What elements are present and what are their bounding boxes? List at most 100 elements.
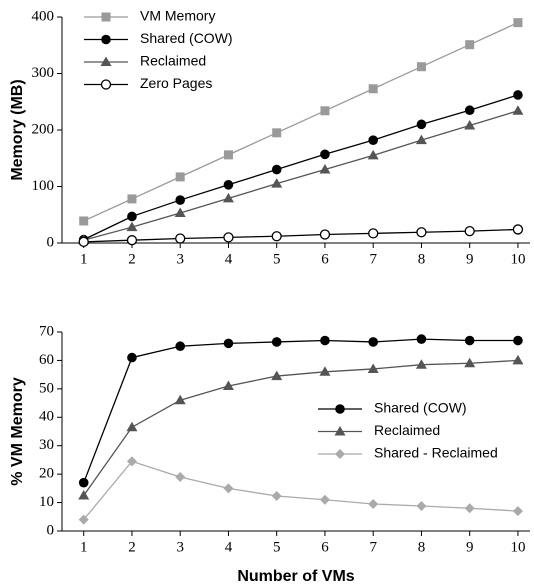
series-line: [83, 228, 518, 243]
x-tick-label: 2: [128, 539, 136, 555]
x-tick-label: 9: [466, 251, 474, 267]
series-line: [83, 94, 519, 241]
data-point: [319, 229, 331, 240]
y-tick-label: 0: [47, 522, 55, 538]
data-point: [512, 354, 524, 365]
data-point: [416, 227, 427, 238]
legend-label: Reclaimed: [140, 53, 206, 69]
data-point: [415, 134, 427, 145]
data-point: [368, 498, 379, 509]
x-tick-label: 1: [80, 539, 88, 555]
data-point: [319, 366, 331, 376]
data-point: [319, 164, 331, 174]
data-point: [223, 483, 234, 494]
y-tick-label: 20: [39, 466, 54, 482]
x-tick-label: 7: [369, 539, 377, 555]
legend-label: Shared - Reclaimed: [374, 445, 498, 461]
data-point: [78, 514, 89, 525]
data-point: [271, 178, 283, 188]
data-point: [174, 207, 186, 218]
x-tick-label: 3: [176, 539, 184, 555]
x-tick-label: 7: [369, 251, 377, 267]
data-point: [79, 216, 89, 226]
data-point: [320, 149, 330, 160]
data-point: [271, 337, 282, 347]
data-point: [512, 506, 523, 517]
x-tick-label: 2: [128, 251, 136, 267]
legend-label: Shared (COW): [140, 30, 233, 46]
y-tick-label: 30: [39, 437, 54, 453]
data-point: [368, 84, 378, 94]
data-point: [320, 335, 330, 346]
series-line: [83, 359, 518, 496]
data-point: [465, 40, 475, 50]
data-point: [416, 500, 427, 511]
x-tick-label: 9: [466, 539, 474, 555]
data-point: [78, 489, 90, 500]
legend-label: VM Memory: [140, 8, 215, 24]
y-tick-label: 100: [32, 178, 55, 194]
data-point: [416, 334, 427, 344]
data-point: [319, 494, 330, 505]
x-tick-label: 5: [273, 539, 281, 555]
data-point: [127, 194, 137, 204]
data-point: [272, 128, 282, 138]
data-point: [464, 225, 475, 237]
data-point: [464, 105, 475, 116]
x-axis-title: Number of VMs: [237, 568, 354, 585]
x-tick-label: 1: [80, 251, 88, 267]
data-point: [513, 90, 523, 100]
y-tick-label: 70: [39, 323, 54, 339]
data-point: [271, 164, 282, 175]
y-tick-label: 60: [39, 352, 54, 368]
data-point: [320, 106, 330, 116]
data-point: [512, 224, 524, 235]
y-axis-title: % VM Memory: [9, 377, 26, 486]
data-point: [464, 335, 475, 346]
data-point: [222, 380, 234, 391]
x-tick-label: 4: [225, 251, 233, 267]
legend-marker: [101, 34, 111, 45]
series-line: [83, 110, 519, 241]
y-tick-label: 400: [32, 8, 55, 24]
data-point: [415, 359, 427, 369]
y-tick-label: 40: [39, 409, 54, 425]
y-axis-title: Memory (MB): [9, 79, 26, 180]
data-point: [367, 149, 379, 160]
data-point: [464, 503, 475, 514]
data-point: [174, 394, 186, 405]
data-point: [78, 236, 89, 248]
data-point: [126, 456, 137, 467]
data-point: [175, 172, 185, 182]
data-point: [271, 231, 282, 242]
x-tick-label: 4: [225, 539, 233, 555]
data-point: [127, 352, 137, 363]
x-tick-label: 6: [321, 251, 329, 267]
data-point: [223, 338, 234, 349]
series-line: [83, 338, 518, 483]
x-tick-label: 10: [510, 539, 525, 555]
data-point: [126, 221, 138, 232]
legend-label: Shared (COW): [374, 400, 467, 416]
legend-marker: [335, 449, 345, 459]
data-point: [368, 135, 378, 145]
series-line: [83, 22, 519, 222]
legend-marker: [335, 404, 345, 414]
data-point: [223, 180, 234, 190]
legend-marker: [100, 56, 112, 66]
data-point: [175, 195, 186, 205]
data-point: [175, 471, 186, 482]
y-tick-label: 200: [32, 121, 55, 137]
data-point: [513, 18, 523, 28]
x-tick-label: 3: [176, 251, 184, 267]
legend-label: Zero Pages: [140, 75, 212, 91]
data-point: [126, 235, 138, 246]
data-point: [416, 119, 427, 130]
data-point: [512, 105, 524, 115]
data-point: [223, 150, 233, 160]
data-point: [464, 119, 476, 130]
data-point: [271, 370, 283, 381]
data-point: [127, 211, 137, 222]
x-tick-label: 8: [418, 539, 426, 555]
data-point: [464, 357, 476, 368]
